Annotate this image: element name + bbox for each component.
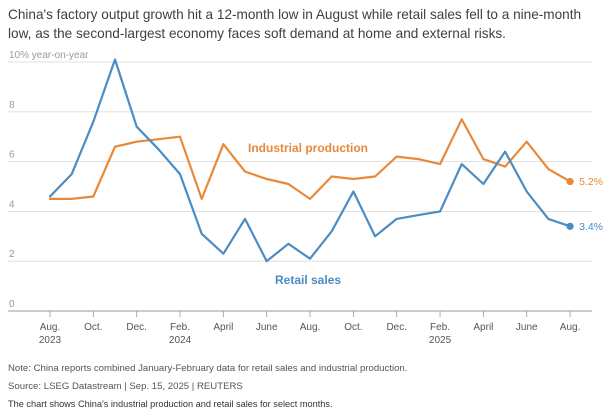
x-tick-label: April — [473, 322, 493, 333]
series-name-label: Retail sales — [275, 273, 341, 287]
x-tick-year-label: 2025 — [429, 335, 452, 346]
x-tick-label: June — [256, 322, 278, 333]
y-tick-label: 6 — [9, 150, 15, 161]
series-line — [48, 118, 572, 200]
x-tick-year-label: 2024 — [169, 335, 192, 346]
series-end-label: 3.4% — [579, 221, 603, 233]
grid-lines — [8, 61, 592, 312]
chart-title: China's factory output growth hit a 12-m… — [8, 7, 582, 41]
x-tick-label: Oct. — [344, 322, 362, 333]
x-tick-year-label: 2023 — [39, 335, 62, 346]
chart-source: Source: LSEG Datastream | Sep. 15, 2025 … — [8, 381, 243, 392]
y-axis: 0 2 4 6 8 10% year-on-year — [9, 50, 89, 310]
x-tick-label: Feb. — [170, 322, 190, 333]
x-tick-label: Aug. — [300, 322, 321, 333]
x-tick-label: April — [213, 322, 233, 333]
x-axis: Aug. 2023 Oct. Dec. Feb. 2024 April June Aug. Oct… — [39, 311, 580, 346]
series-end-dot — [566, 222, 574, 230]
y-tick-label: 0 — [9, 299, 15, 310]
x-tick-label: June — [516, 322, 538, 333]
x-tick-label: Aug. — [40, 322, 61, 333]
chart-note: Note: China reports combined January-Feb… — [8, 363, 408, 374]
x-tick-label: Dec. — [386, 322, 407, 333]
y-tick-label: 10% year-on-year — [9, 50, 89, 61]
x-tick-label: Oct. — [84, 322, 102, 333]
y-tick-label: 8 — [9, 100, 15, 111]
series-end-label: 5.2% — [579, 176, 603, 188]
x-tick-label: Dec. — [126, 322, 147, 333]
chart-caption: The chart shows China's industrial produ… — [8, 399, 333, 409]
series-end-dot — [566, 177, 574, 186]
y-tick-label: 2 — [9, 249, 15, 260]
series-name-label: Industrial production — [248, 141, 368, 155]
x-tick-label: Aug. — [560, 322, 581, 333]
series-lines — [48, 58, 574, 263]
series-labels: 5.2% 3.4% Industrial production Retail sale… — [248, 141, 603, 287]
y-tick-label: 4 — [9, 199, 15, 210]
x-tick-label: Feb. — [430, 322, 450, 333]
series-line — [48, 58, 572, 263]
